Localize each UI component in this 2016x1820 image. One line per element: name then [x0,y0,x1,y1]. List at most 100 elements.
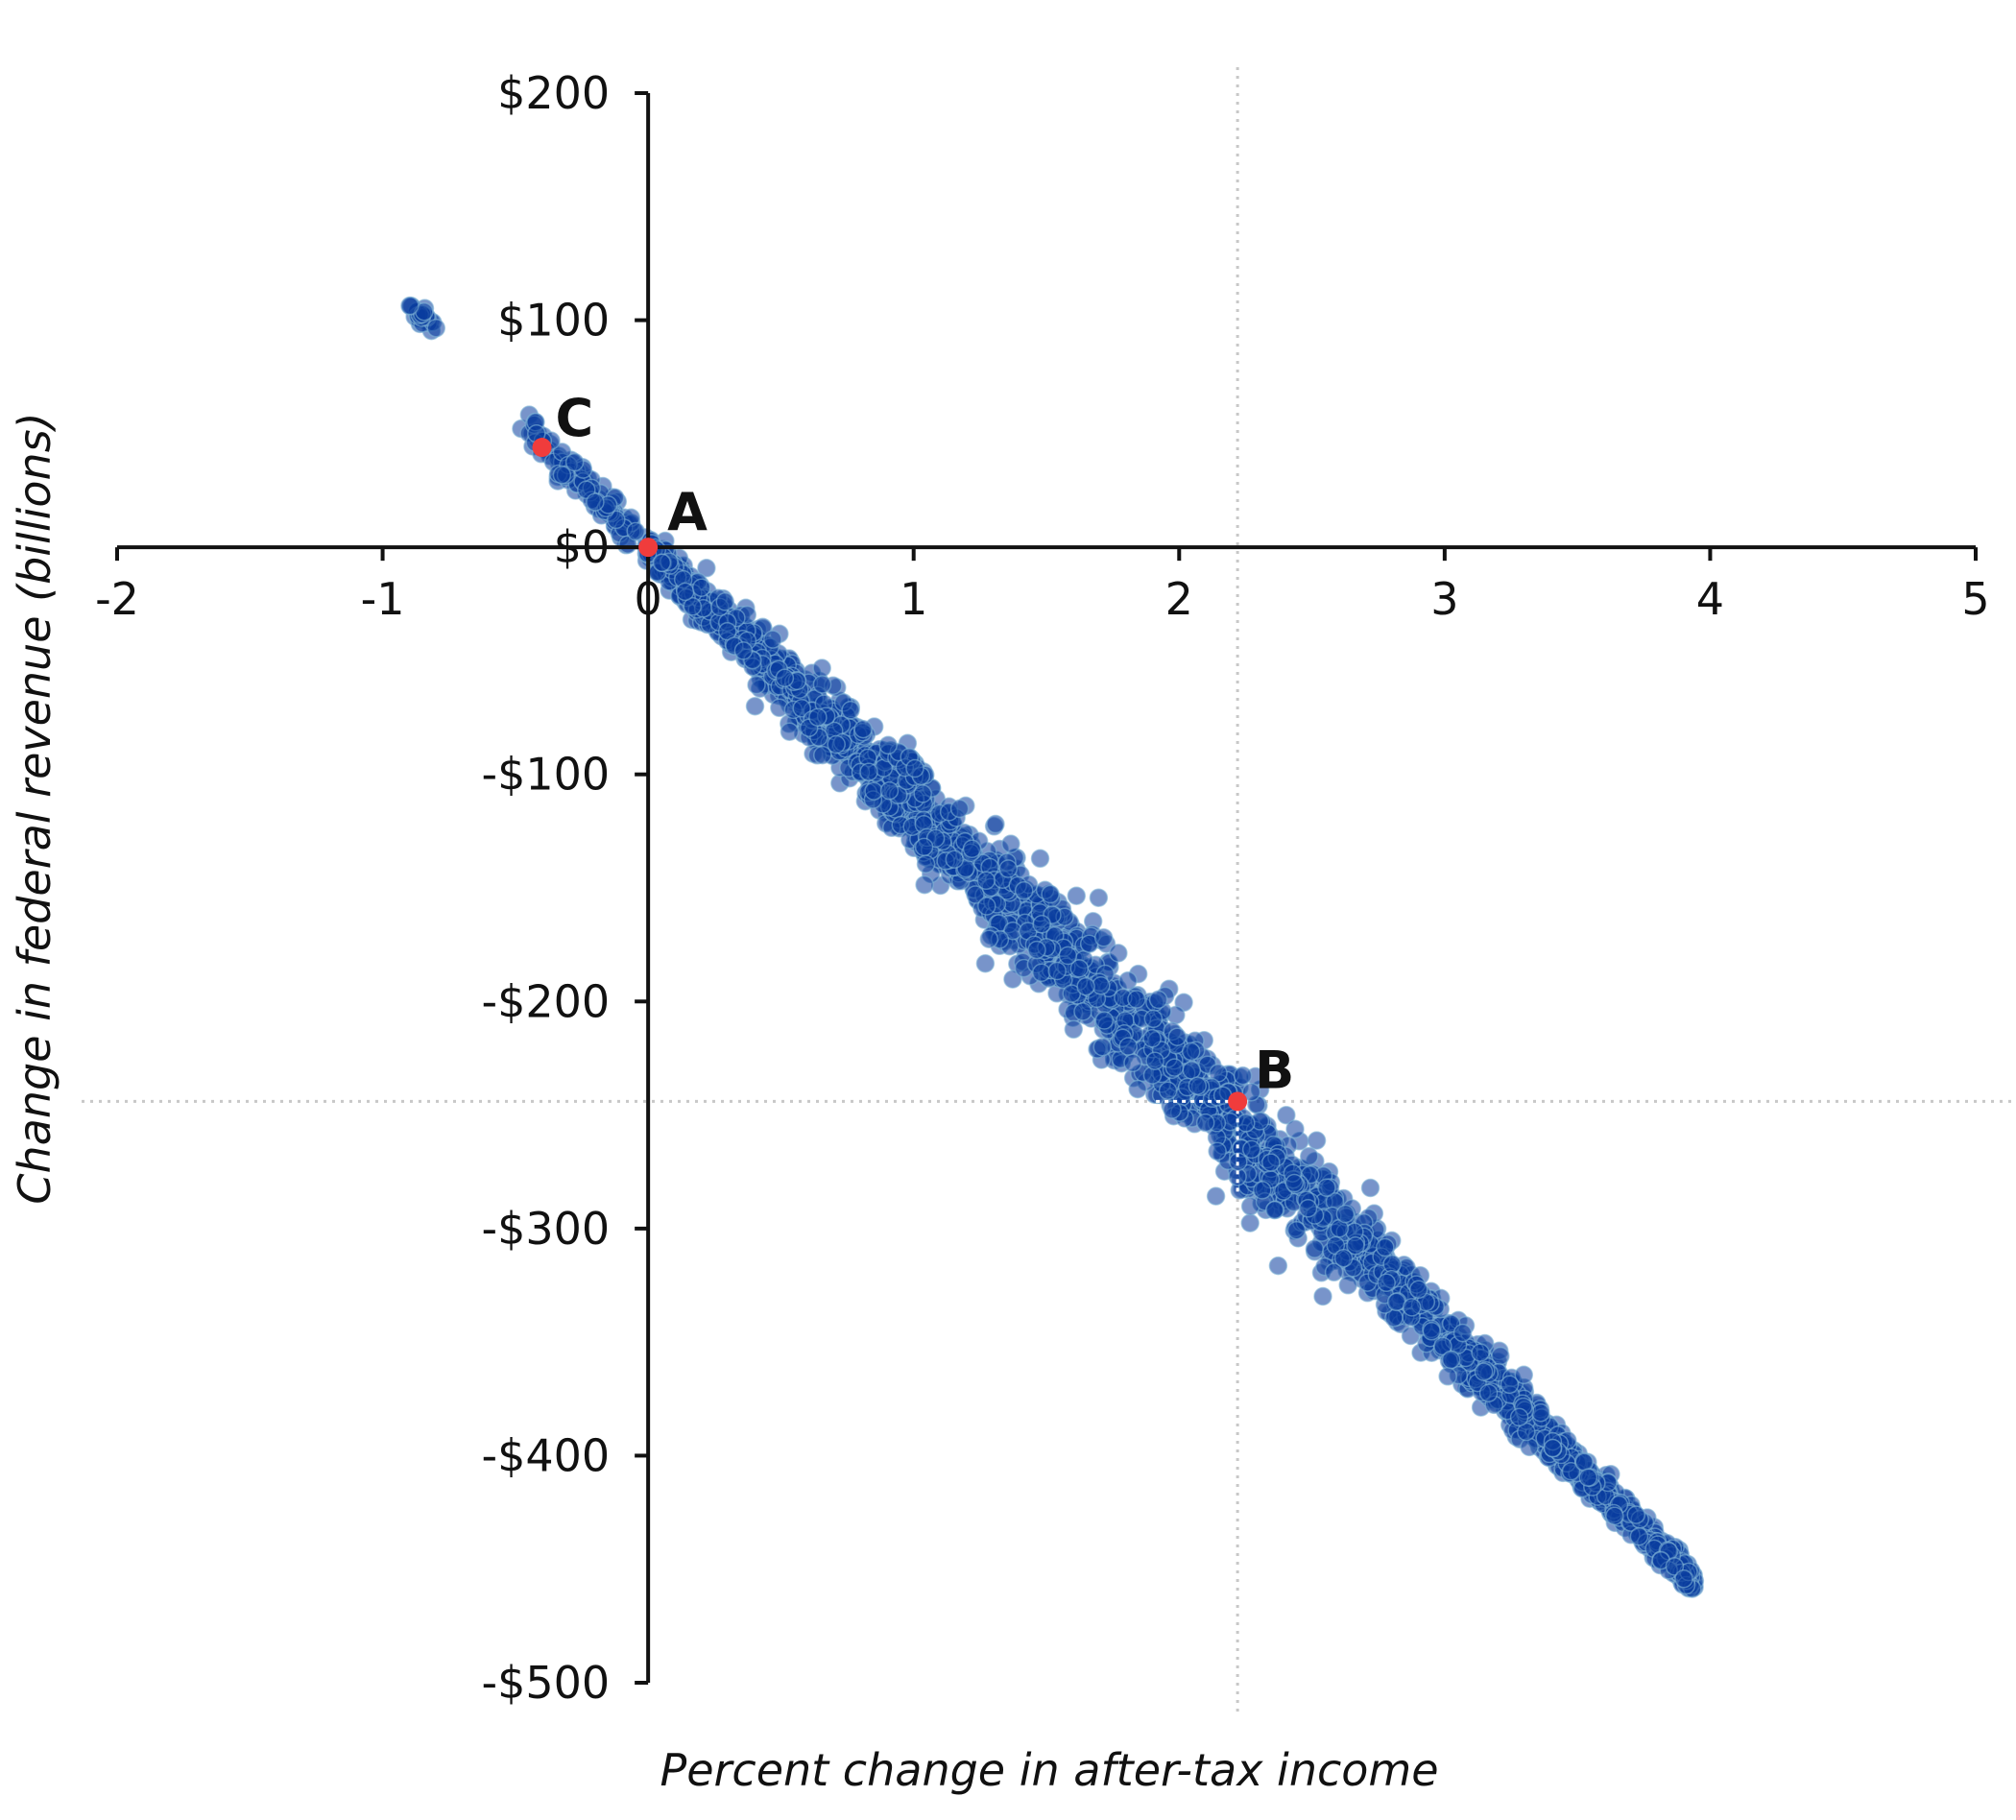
scatter-point [1030,849,1050,869]
scatter-point [715,592,735,611]
scatter-point [1188,1076,1208,1095]
x-axis-title: Percent change in after-tax income [660,1744,1438,1796]
scatter-point [1032,915,1051,934]
scatter-point [1324,1262,1344,1282]
scatter-point [626,521,645,541]
scatter-point [1208,1141,1227,1161]
scatter-point [1335,1204,1356,1224]
scatter-point [1047,961,1067,981]
scatter-point [1127,990,1146,1009]
scatter-point [1346,1235,1365,1256]
scatter-point [1626,1505,1646,1524]
scatter-point [775,668,795,688]
x-tick-label: 0 [635,573,662,625]
axes: -2 -1 0 1 2 3 4 5 $200 $100 $0 -$100 -$200 -$300 -$400… [95,67,1990,1709]
scatter-point [1376,1237,1395,1257]
point-label-c: C [556,388,594,448]
scatter-point [675,582,695,602]
scatter-point [864,781,883,801]
scatter-point [1452,1323,1473,1343]
scatter-point [400,296,420,316]
scatter-point [808,707,828,727]
scatter-point [1360,1178,1380,1198]
scatter-point [962,839,982,859]
scatter-point [1089,888,1109,907]
scatter-point [1064,1019,1084,1040]
scatter-point [1123,1053,1142,1073]
scatter-point [1261,1153,1281,1172]
y-tick-label: -$400 [481,1429,610,1481]
scatter-point [1298,1199,1318,1218]
scatter-point [1001,834,1020,853]
scatter-point [1386,1292,1406,1312]
scatter-point [697,559,716,578]
scatter-point [1076,976,1095,996]
scatter-point [652,553,672,573]
scatter-point [1500,1375,1520,1395]
scatter-point [1422,1322,1442,1341]
scatter-point [1285,1119,1305,1138]
scatter-point [977,897,996,916]
y-tick-label: -$200 [481,975,610,1027]
scatter-point [1277,1105,1296,1125]
x-tick-label: -1 [361,573,405,625]
scatter-point [1253,1181,1272,1200]
scatter-point [763,630,782,649]
scatter-point [975,953,996,973]
scatter-point [1478,1383,1499,1402]
y-tick-label: -$300 [481,1203,610,1255]
scatter-point [949,799,970,819]
scatter-point [1333,1248,1354,1268]
scatter-point [1195,1113,1215,1133]
scatter-point [733,641,754,660]
scatter-point [1561,1461,1581,1481]
scatter-point [966,885,985,904]
scatter-point [916,854,936,874]
scatter-point [1284,1173,1305,1193]
scatter-point [1109,944,1128,963]
scatter-point [1264,1200,1284,1220]
y-tick-label: $0 [554,521,611,573]
y-tick-label: -$100 [481,749,610,801]
scatter-point [1240,1213,1260,1233]
scatter-point [879,780,900,801]
scatter-point [747,675,766,695]
scatter-point [915,874,934,895]
scatter-point [853,719,873,739]
scatter-point [1531,1402,1550,1423]
highlight-point-b [1228,1091,1248,1112]
scatter-point [691,578,711,597]
scatter-point [1167,1027,1188,1046]
scatter-point [1143,1009,1164,1029]
scatter-point [607,510,626,530]
scatter-point [564,452,585,472]
x-tick-label: 5 [1961,573,1989,625]
x-tick-label: -2 [95,573,139,625]
scatter-point [1674,1569,1693,1589]
scatter-point [1092,1037,1113,1057]
scatter-point [1058,946,1078,966]
scatter-point [1441,1350,1461,1370]
scatter-point [1236,1114,1256,1133]
scatter-point [976,871,996,891]
scatter-point [1041,884,1060,904]
scatter-point [1158,1081,1178,1101]
scatter-point [1069,959,1090,978]
scatter-point [1229,1152,1248,1171]
x-tick-label: 1 [900,573,927,625]
scatter-point [1233,1066,1253,1086]
scatter-points [400,296,1705,1598]
scatter-point [812,659,831,678]
scatter-point [1286,1220,1307,1240]
scatter-point [1067,886,1087,905]
scatter-point [1433,1336,1452,1356]
scatter-point [812,675,832,694]
scatter-point [979,929,999,948]
scatter-point [1027,940,1046,960]
scatter-point [1402,1298,1422,1317]
scatter-point [1438,1367,1457,1386]
x-tick-label: 2 [1165,573,1193,625]
scatter-point [1241,1082,1261,1102]
scatter-point [913,784,932,803]
scatter-point [905,758,924,778]
